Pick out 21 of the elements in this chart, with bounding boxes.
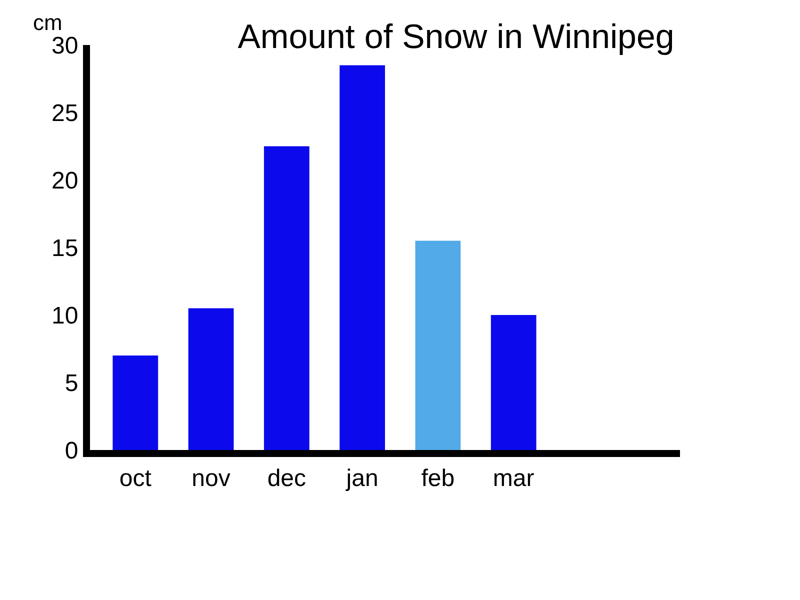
x-tick-label: nov: [192, 464, 230, 492]
y-tick-label: 30: [51, 32, 78, 60]
y-axis-title: cm: [33, 10, 62, 35]
y-tick-label: 15: [51, 234, 78, 262]
bar: [188, 308, 234, 450]
x-tick-label: mar: [492, 464, 534, 492]
bar: [415, 240, 461, 450]
x-tick-label: feb: [421, 464, 455, 492]
bar: [340, 65, 385, 450]
bar: [264, 146, 310, 450]
y-tick-label: 25: [51, 100, 78, 127]
bar: [490, 315, 536, 450]
x-tick-label: oct: [119, 464, 152, 492]
y-tick-label: 10: [51, 302, 78, 330]
y-tick-label: 0: [64, 437, 78, 464]
chart-title: Amount of Snow in Winnipeg: [238, 18, 674, 56]
y-tick-label: 5: [64, 370, 78, 397]
y-tick-label: 20: [51, 167, 78, 194]
x-tick-label: jan: [345, 464, 378, 492]
x-tick-label: dec: [267, 464, 306, 492]
bar: [112, 356, 158, 450]
